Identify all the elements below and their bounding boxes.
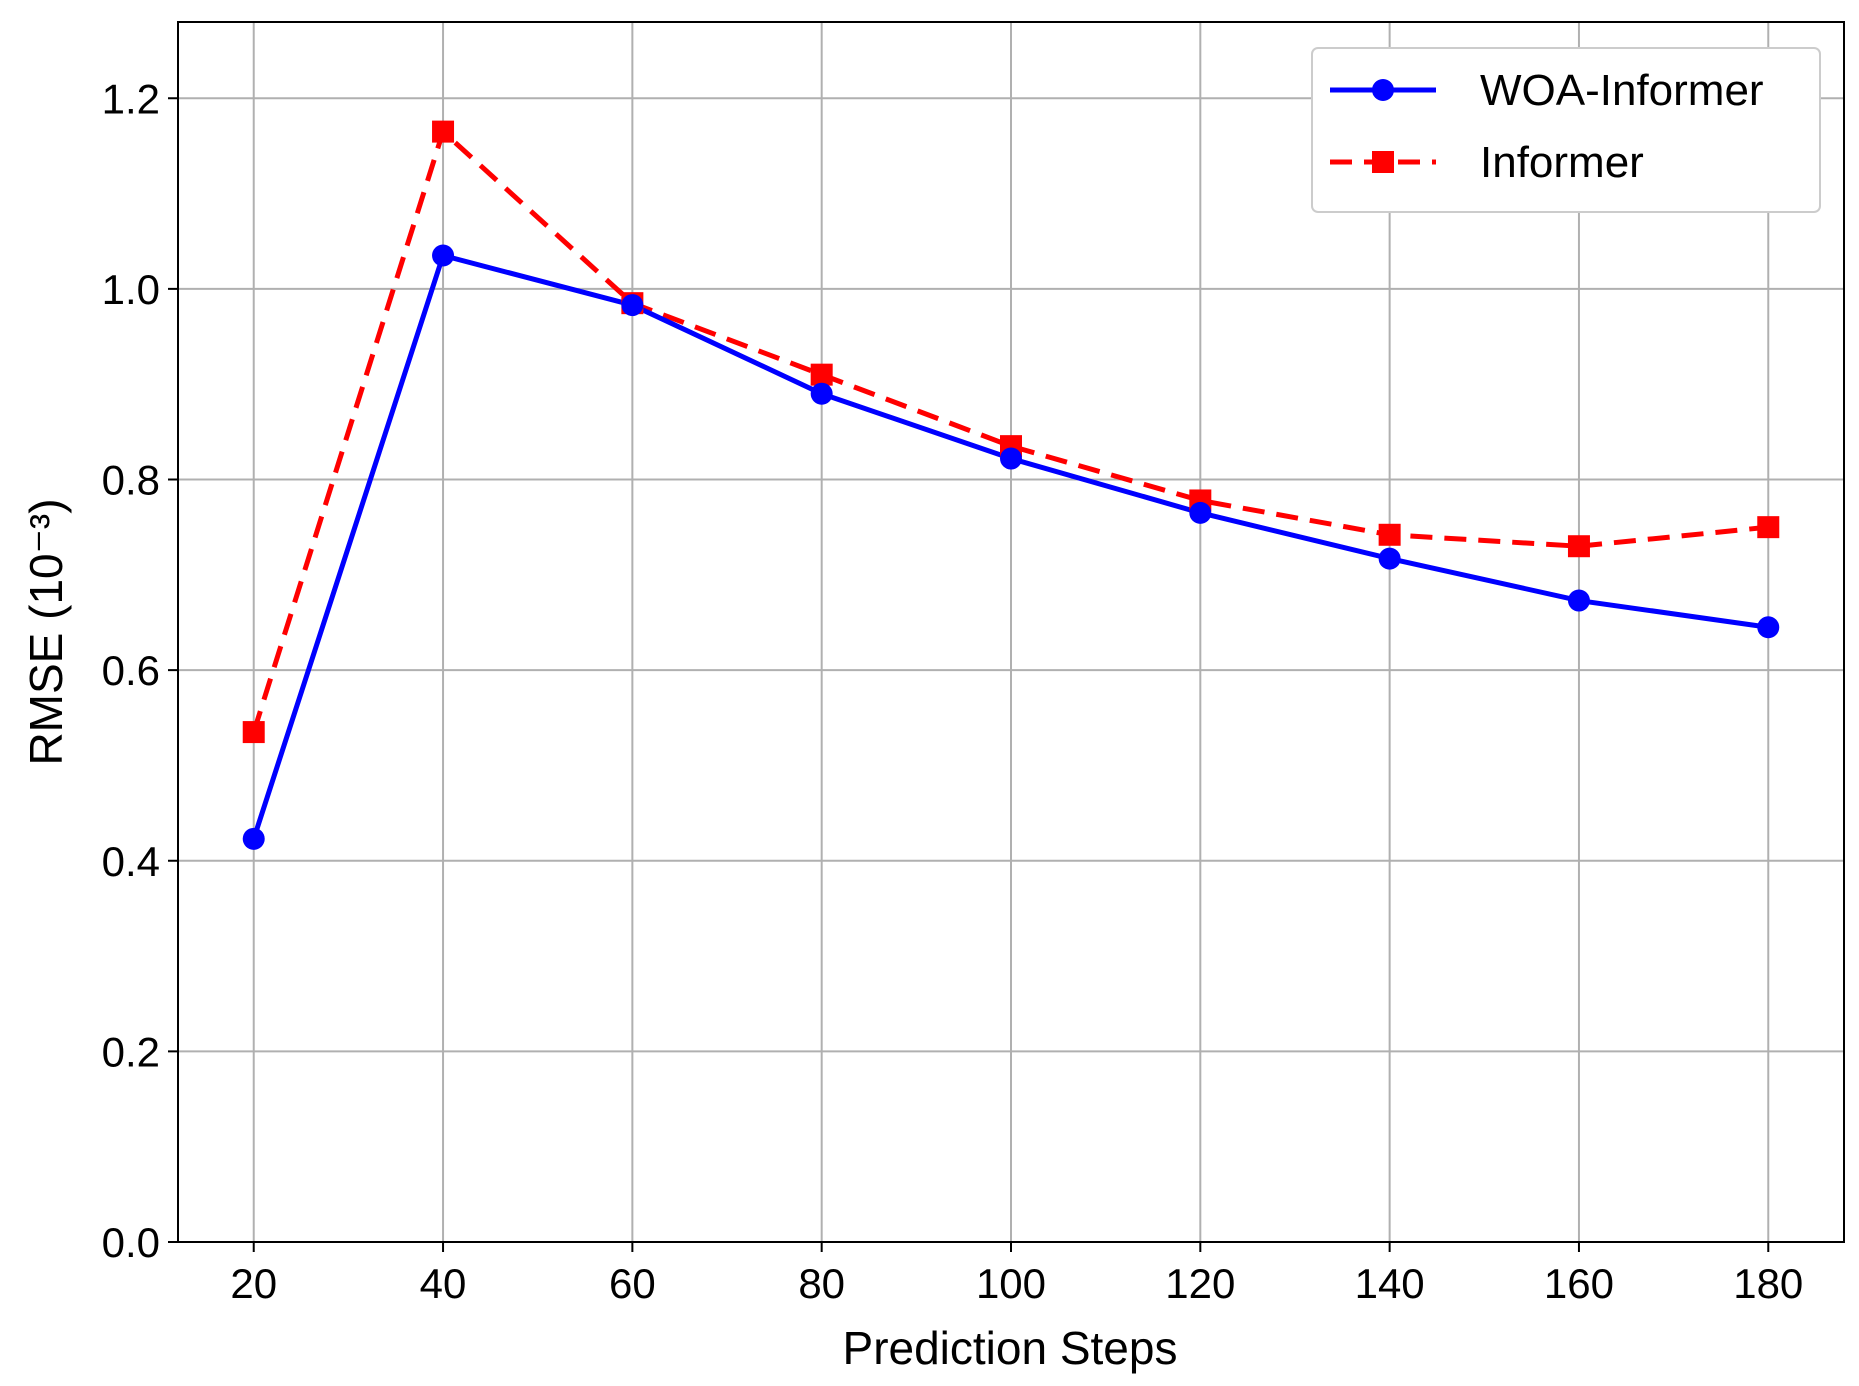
y-axis-title: RMSE (10⁻³) (20, 498, 72, 765)
data-point-informer (1378, 523, 1401, 546)
y-tick-label: 0.4 (102, 838, 160, 885)
y-tick-label: 0.2 (102, 1028, 160, 1075)
x-tick-label: 80 (798, 1260, 845, 1307)
plot-series (242, 120, 1780, 850)
legend-entry-informer: Informer (1330, 138, 1644, 187)
grid-lines (178, 22, 1844, 1243)
x-tick-label: 100 (976, 1260, 1046, 1307)
data-point-woa-informer (1000, 447, 1022, 470)
data-point-informer (242, 721, 265, 744)
x-tick-label: 40 (420, 1260, 467, 1307)
legend: WOA-Informer Informer (1311, 47, 1821, 213)
legend-marker-informer (1372, 151, 1394, 173)
legend-entry-woa-informer: WOA-Informer (1330, 66, 1764, 115)
y-tick-label: 0.0 (102, 1219, 160, 1266)
y-axis-ticks: 0.0 0.2 0.4 0.6 0.8 1.0 1.2 (102, 75, 178, 1266)
data-point-woa-informer (1757, 616, 1780, 639)
data-point-woa-informer (1189, 501, 1212, 524)
y-tick-label: 0.6 (102, 647, 160, 694)
legend-box (1311, 47, 1821, 213)
x-axis-title: Prediction Steps (843, 1322, 1178, 1374)
data-point-informer (810, 363, 833, 386)
legend-label-woa-informer: WOA-Informer (1480, 66, 1764, 115)
series-line-informer (251, 129, 1769, 733)
data-point-woa-informer (432, 244, 455, 267)
y-tick-label: 1.2 (102, 75, 160, 122)
data-point-informer (1757, 516, 1780, 539)
x-tick-label: 160 (1544, 1260, 1614, 1307)
data-point-woa-informer (810, 382, 833, 405)
y-tick-label: 0.8 (102, 457, 160, 504)
data-point-woa-informer (1567, 589, 1590, 612)
legend-marker-woa-informer (1372, 79, 1394, 101)
y-tick-label: 1.0 (102, 266, 160, 313)
x-tick-label: 180 (1733, 1260, 1803, 1307)
data-point-woa-informer (1378, 547, 1401, 570)
x-tick-label: 60 (609, 1260, 656, 1307)
data-point-woa-informer (242, 827, 265, 850)
x-tick-label: 140 (1355, 1260, 1425, 1307)
x-tick-label: 20 (230, 1260, 277, 1307)
x-tick-label: 120 (1165, 1260, 1235, 1307)
legend-label-informer: Informer (1480, 138, 1644, 187)
data-point-informer (1567, 535, 1590, 558)
data-point-woa-informer (621, 294, 644, 317)
data-point-informer (432, 120, 455, 143)
x-axis-ticks: 20 40 60 80 100 120 140 160 180 (230, 1242, 1803, 1307)
